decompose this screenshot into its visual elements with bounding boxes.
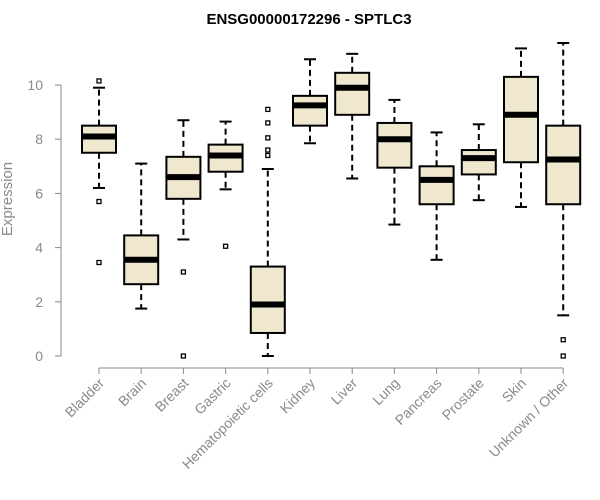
box-group <box>376 98 413 226</box>
box-iqr <box>503 75 539 164</box>
x-tick-label: Skin <box>499 375 530 406</box>
outlier-point <box>180 353 187 359</box>
y-axis: 0 2 4 6 8 10 <box>27 77 62 364</box>
x-tick-label: Prostate <box>439 375 487 423</box>
chart-title: ENSG00000172296 - SPTLC3 <box>206 11 411 28</box>
box-group <box>123 162 160 310</box>
outlier-point <box>96 198 102 205</box>
x-tick-label: Kidney <box>277 375 319 417</box>
box-iqr <box>292 94 328 127</box>
outlier-point <box>265 152 271 159</box>
y-tick-label: 8 <box>35 131 43 147</box>
box-group <box>165 119 202 359</box>
box-group <box>207 120 244 249</box>
box-iqr <box>545 124 582 206</box>
box-iqr <box>249 265 286 334</box>
outlier-point <box>265 120 271 126</box>
box-group <box>503 47 539 208</box>
x-tick-label: Lung <box>369 375 402 408</box>
y-tick-label: 0 <box>35 348 43 364</box>
y-tick-label: 6 <box>35 185 43 201</box>
x-tick-label: Breast <box>152 375 192 415</box>
box-group <box>418 131 455 261</box>
box-group <box>334 52 371 180</box>
box-iqr <box>334 71 371 116</box>
outlier-point <box>96 78 102 84</box>
box-group <box>460 123 497 202</box>
y-tick-label: 2 <box>35 294 43 310</box>
outlier-point <box>560 353 566 359</box>
outlier-point <box>265 135 271 141</box>
x-tick-label: Unknown / Other <box>486 375 572 461</box>
boxes <box>81 41 582 359</box>
x-tick-label: Liver <box>328 375 361 408</box>
x-tick-label: Brain <box>115 375 149 409</box>
box-group <box>249 106 286 357</box>
box-group <box>292 58 328 145</box>
x-tick-label: Pancreas <box>392 375 445 428</box>
outlier-point <box>560 337 566 343</box>
outlier-point <box>222 243 229 249</box>
outlier-point <box>265 106 271 113</box>
box-group <box>81 78 117 266</box>
outlier-point <box>96 259 102 266</box>
y-tick-label: 10 <box>27 77 43 93</box>
box-iqr <box>418 165 455 206</box>
box-group <box>545 41 582 359</box>
outlier-point <box>265 147 271 153</box>
box-iqr <box>376 121 413 169</box>
box-iqr <box>460 149 497 176</box>
y-tick-label: 4 <box>35 240 43 256</box>
y-axis-label: Expression <box>0 162 16 236</box>
x-tick-label: Bladder <box>62 375 108 421</box>
outlier-point <box>180 269 187 275</box>
